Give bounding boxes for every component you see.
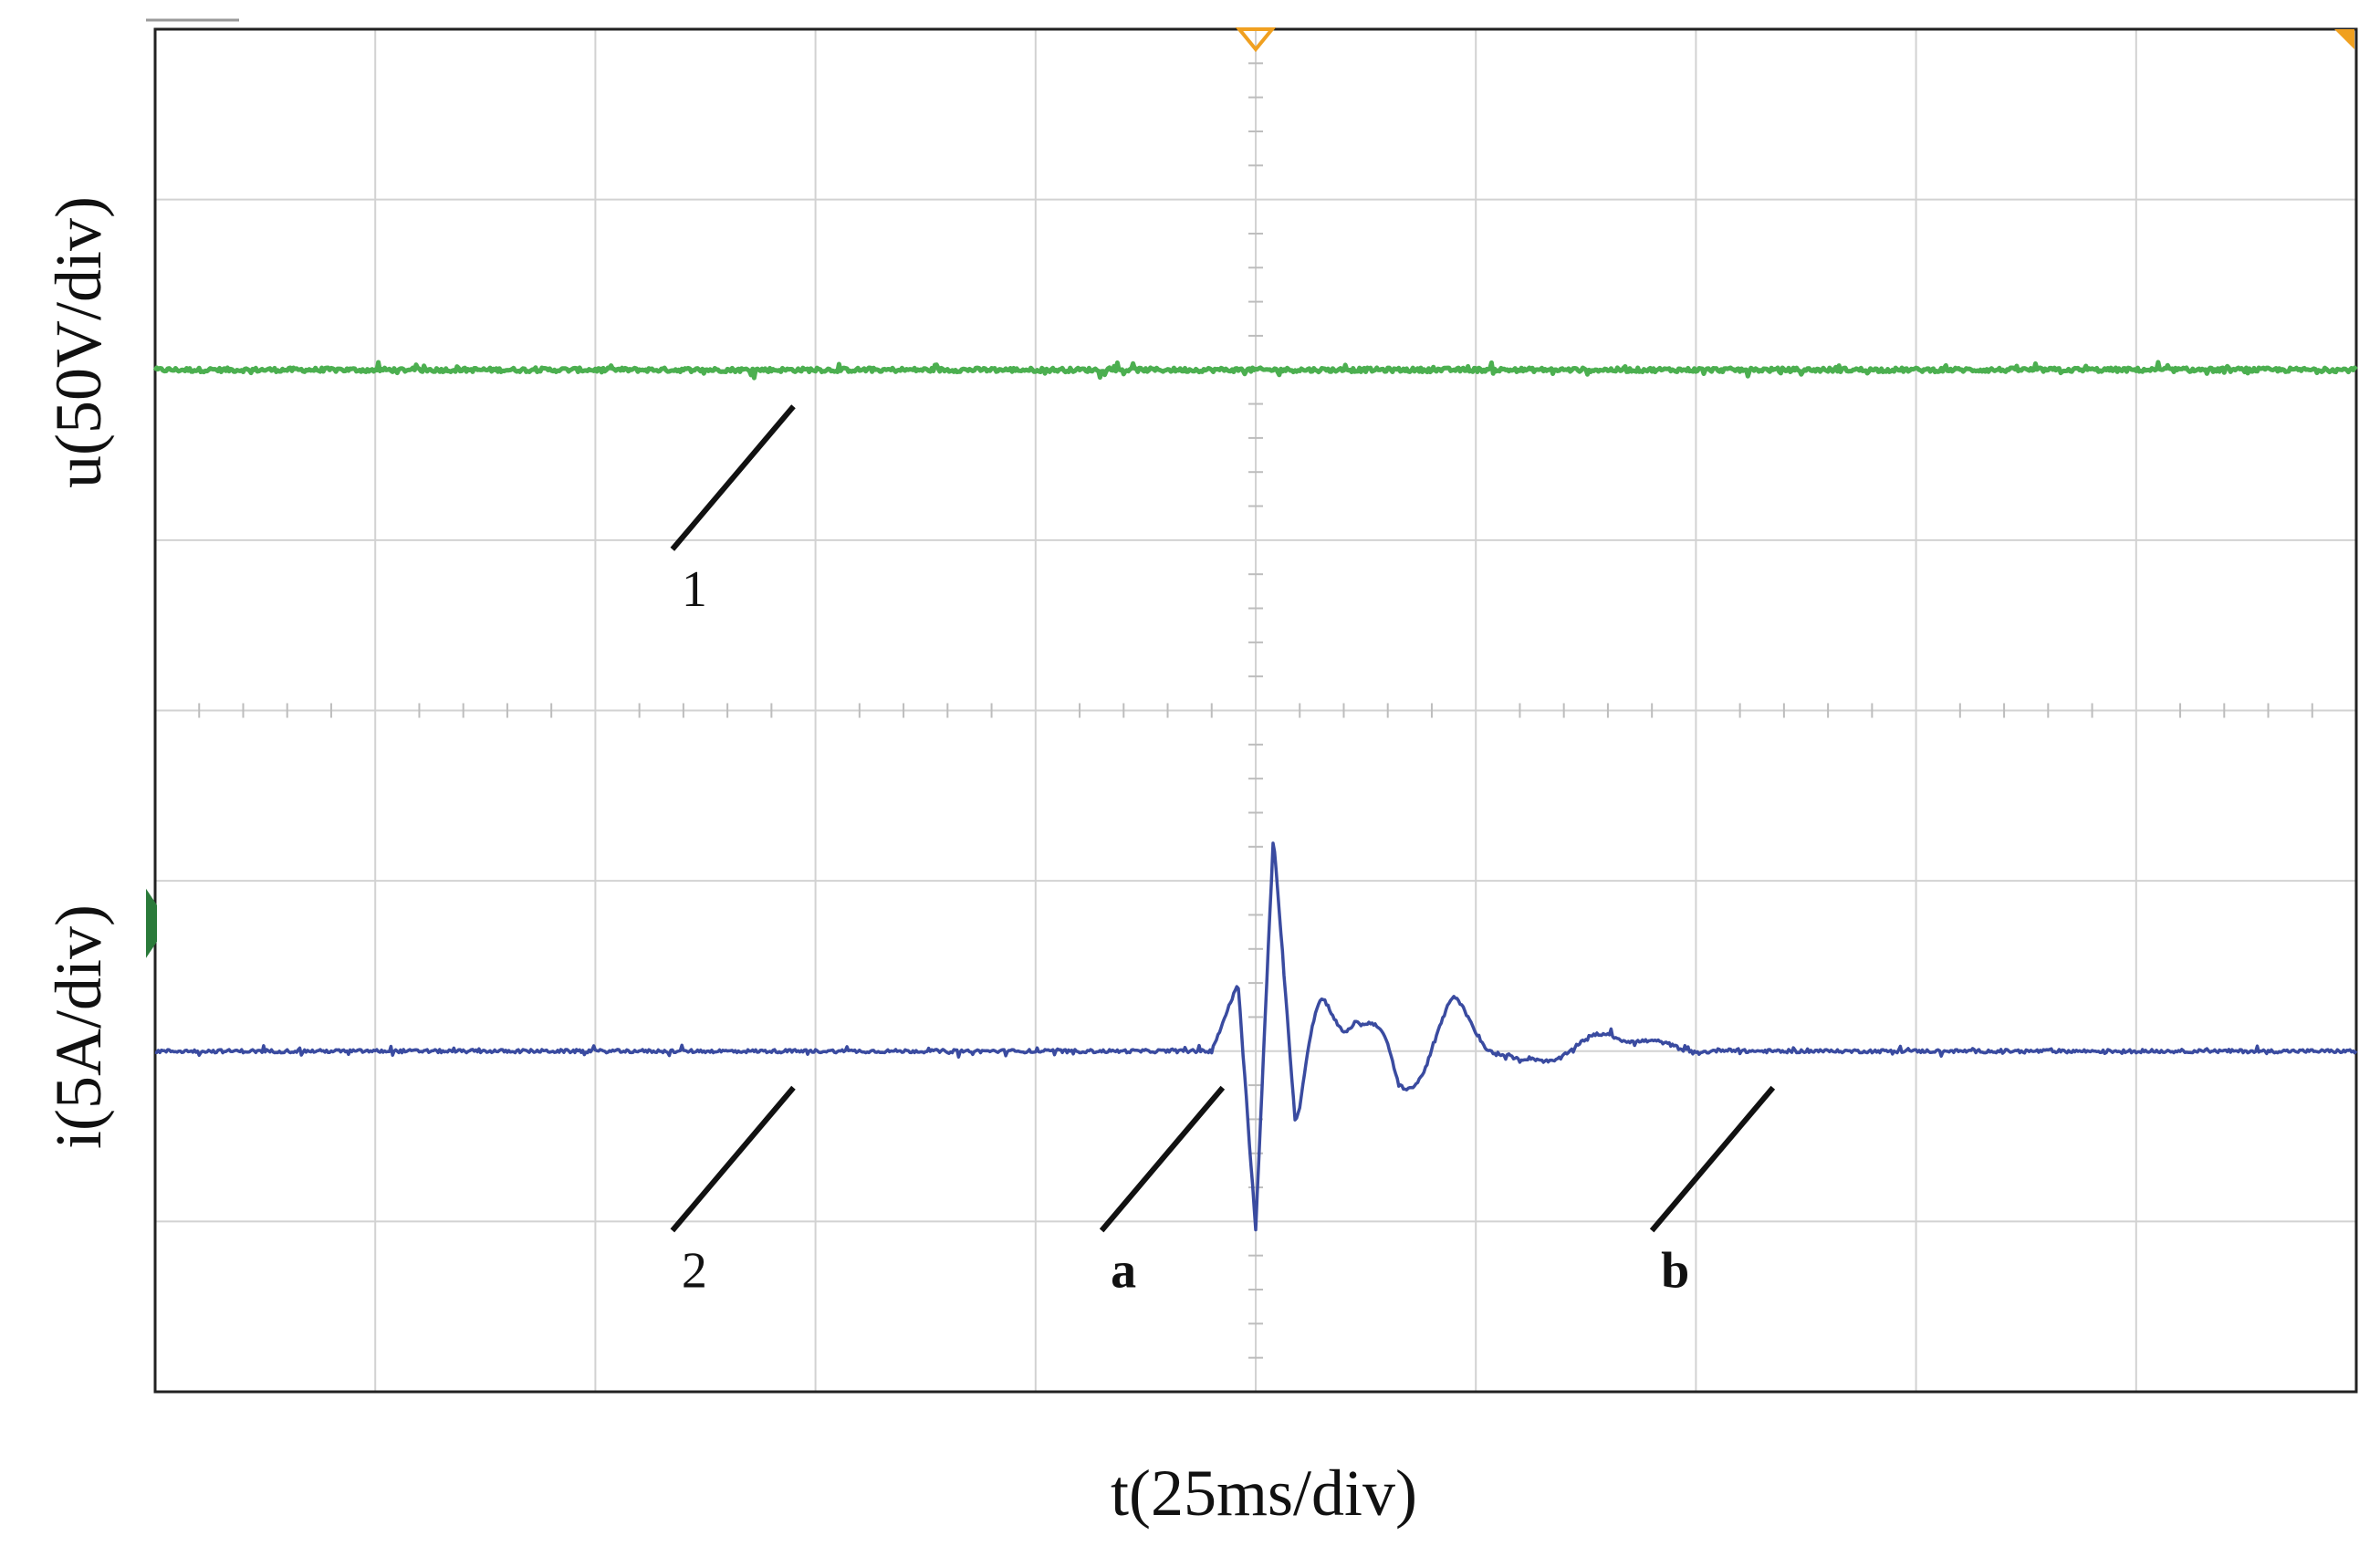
- traces: [152, 360, 2358, 1232]
- axis-ticks: [198, 62, 2313, 1359]
- annotation-label-1: 1: [682, 561, 707, 618]
- scope-markers: [146, 18, 2354, 958]
- trace-series-2: [154, 841, 2358, 1232]
- trace-series-1: [152, 360, 2358, 381]
- annotation-label-a: a: [1111, 1242, 1136, 1299]
- annotation-label-2: 2: [682, 1242, 707, 1299]
- annotation-leader: [670, 404, 796, 551]
- annotation-label-b: b: [1661, 1242, 1689, 1299]
- y-axis-label-upper: u(50V/div): [42, 196, 115, 488]
- trigger-level-marker-icon: [2334, 29, 2354, 49]
- y-axis-label-lower: i(5A/div): [42, 904, 115, 1149]
- annotation-leader: [1099, 1085, 1226, 1233]
- channel-ground-marker-icon: [146, 888, 157, 958]
- trigger-marker-icon: [1235, 27, 1277, 53]
- annotation-leader: [670, 1085, 796, 1233]
- x-axis-label: t(25ms/div): [1111, 1457, 1417, 1530]
- annotations: 1 2 a b: [670, 404, 1776, 1299]
- annotation-leader: [1649, 1085, 1776, 1233]
